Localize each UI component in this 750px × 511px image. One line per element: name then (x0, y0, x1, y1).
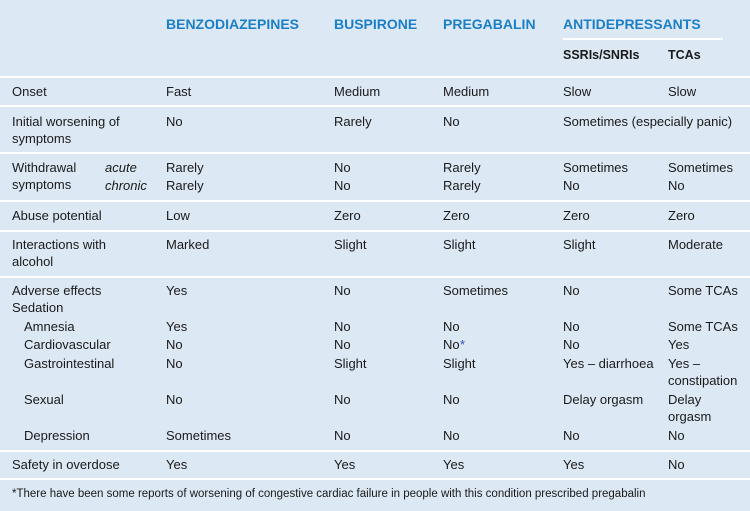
cell: No (334, 178, 351, 193)
cell: No (563, 337, 580, 352)
cell: No (443, 319, 460, 334)
row-label: Initial worsening of symptoms (12, 114, 120, 146)
cell: No (563, 428, 580, 443)
cell: No (166, 337, 183, 352)
cell: Slight (443, 237, 476, 252)
cell: No (334, 428, 351, 443)
sub-label: acute (105, 160, 137, 175)
sub-label: Sedation (12, 300, 64, 315)
sub-label: Gastrointestinal (24, 356, 115, 371)
cell: No (443, 428, 460, 443)
sub-label: Sexual (24, 392, 64, 407)
cell: Yes – constipation (668, 356, 738, 388)
cell: No (334, 392, 351, 407)
note-mark: * (460, 337, 466, 352)
cell: Slight (443, 356, 476, 371)
cell: Yes (166, 319, 188, 334)
row-separator (0, 152, 750, 154)
cell: Rarely (166, 160, 204, 175)
cell: Yes – diarrhoea (563, 356, 654, 371)
cell: No (166, 114, 183, 129)
cell: Sometimes (668, 160, 734, 175)
cell: Yes (334, 457, 356, 472)
cell: Medium (334, 84, 381, 99)
cell: Slight (334, 356, 367, 371)
row-label: Withdrawal symptoms (12, 160, 77, 192)
row-separator (0, 276, 750, 278)
cell: Fast (166, 84, 192, 99)
cell: No (668, 428, 685, 443)
cell: No (166, 392, 183, 407)
row-separator (0, 76, 750, 78)
cell: Slight (334, 237, 367, 252)
cell: Sometimes (166, 428, 232, 443)
column-header: PREGABALIN (443, 16, 536, 32)
cell: Zero (563, 208, 590, 223)
cell: Moderate (668, 237, 723, 252)
cell: Yes (668, 337, 690, 352)
cell: Sometimes (especially panic) (563, 114, 733, 129)
column-header: BUSPIRONE (334, 16, 418, 32)
cell: No (166, 356, 183, 371)
row-label: Abuse potential (12, 208, 102, 223)
cell: Some TCAs (668, 319, 738, 334)
cell: No (563, 319, 580, 334)
row-separator (0, 230, 750, 232)
cell: No (334, 283, 351, 298)
cell: Delay orgasm (563, 392, 644, 407)
cell: No (443, 114, 460, 129)
row-label: Interactions with alcohol (12, 237, 106, 269)
cell: Yes (563, 457, 585, 472)
subcolumn-header: TCAs (668, 48, 701, 62)
sub-label: Amnesia (24, 319, 75, 334)
cell: Yes (443, 457, 465, 472)
cell: Rarely (334, 114, 372, 129)
cell: Yes (166, 457, 188, 472)
cell: Slow (668, 84, 697, 99)
cell: Sometimes (443, 283, 509, 298)
cell: No (334, 319, 351, 334)
row-label: Safety in overdose (12, 457, 120, 472)
cell: No (334, 337, 351, 352)
row-separator (0, 450, 750, 452)
cell: No (668, 178, 685, 193)
column-header: BENZODIAZEPINES (166, 16, 300, 32)
cell: Yes (166, 283, 188, 298)
cell: No (563, 283, 580, 298)
cell: Zero (443, 208, 470, 223)
cell: Rarely (443, 178, 481, 193)
cell: Zero (668, 208, 695, 223)
cell: Delay orgasm (668, 392, 712, 424)
row-separator (0, 478, 750, 480)
cell: No (443, 337, 460, 352)
group-header: ANTIDEPRESSANTS (563, 16, 701, 32)
row-label: Onset (12, 84, 47, 99)
row-separator (0, 200, 750, 202)
group-underline (563, 38, 723, 40)
sub-label: chronic (105, 178, 147, 193)
cell: Rarely (166, 178, 204, 193)
sub-label: Cardiovascular (24, 337, 111, 352)
cell: No (443, 392, 460, 407)
cell: No (563, 178, 580, 193)
cell: Slow (563, 84, 592, 99)
row-separator (0, 105, 750, 107)
cell: Some TCAs (668, 283, 738, 298)
cell: Zero (334, 208, 361, 223)
row-label: Adverse effects (12, 283, 102, 298)
footnote: *There have been some reports of worseni… (12, 488, 646, 500)
sub-label: Depression (24, 428, 90, 443)
cell: Low (166, 208, 190, 223)
cell: Sometimes (563, 160, 629, 175)
cell: Slight (563, 237, 596, 252)
cell: No (668, 457, 685, 472)
subcolumn-header: SSRIs/SNRIs (563, 48, 640, 62)
cell: Medium (443, 84, 490, 99)
cell: No (334, 160, 351, 175)
cell: Marked (166, 237, 210, 252)
cell: Rarely (443, 160, 481, 175)
